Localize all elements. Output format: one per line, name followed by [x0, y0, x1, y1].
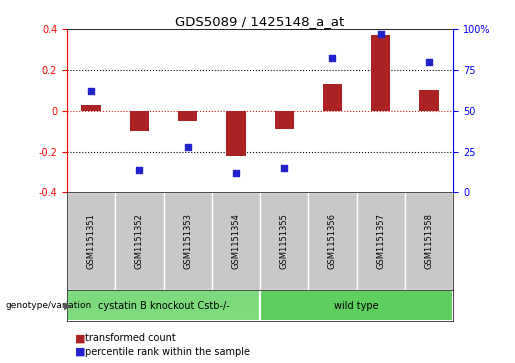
Text: percentile rank within the sample: percentile rank within the sample: [85, 347, 250, 357]
Bar: [130, 111, 149, 131]
Text: ■: ■: [75, 347, 85, 357]
Text: cystatin B knockout Cstb-/-: cystatin B knockout Cstb-/-: [98, 301, 229, 311]
Point: [280, 165, 288, 171]
Bar: [226, 111, 246, 156]
Text: transformed count: transformed count: [85, 333, 176, 343]
Point: [135, 167, 144, 172]
Bar: [274, 111, 294, 129]
Text: ▶: ▶: [64, 301, 72, 311]
FancyBboxPatch shape: [356, 192, 405, 290]
Text: GSM1151352: GSM1151352: [135, 213, 144, 269]
FancyBboxPatch shape: [115, 192, 163, 290]
Text: GSM1151351: GSM1151351: [87, 213, 96, 269]
Bar: [371, 35, 390, 111]
Point: [329, 56, 337, 61]
Bar: [178, 111, 197, 121]
Text: GSM1151356: GSM1151356: [328, 213, 337, 269]
Text: ■: ■: [75, 333, 85, 343]
Text: genotype/variation: genotype/variation: [5, 301, 91, 310]
Text: GSM1151358: GSM1151358: [424, 213, 434, 269]
Text: GSM1151353: GSM1151353: [183, 213, 192, 269]
FancyBboxPatch shape: [163, 192, 212, 290]
Text: GSM1151355: GSM1151355: [280, 213, 289, 269]
Point: [376, 31, 385, 37]
Bar: [260, 290, 453, 321]
Point: [87, 88, 95, 94]
Point: [232, 170, 240, 176]
FancyBboxPatch shape: [67, 192, 115, 290]
Title: GDS5089 / 1425148_a_at: GDS5089 / 1425148_a_at: [176, 15, 345, 28]
Bar: [323, 84, 342, 111]
Text: GSM1151357: GSM1151357: [376, 213, 385, 269]
Text: wild type: wild type: [334, 301, 379, 311]
FancyBboxPatch shape: [405, 192, 453, 290]
FancyBboxPatch shape: [212, 192, 260, 290]
FancyBboxPatch shape: [308, 192, 356, 290]
Bar: [419, 90, 439, 111]
Point: [183, 144, 192, 150]
Point: [425, 59, 433, 65]
Bar: [67, 290, 260, 321]
Bar: [81, 105, 101, 111]
Text: GSM1151354: GSM1151354: [231, 213, 241, 269]
FancyBboxPatch shape: [260, 192, 308, 290]
